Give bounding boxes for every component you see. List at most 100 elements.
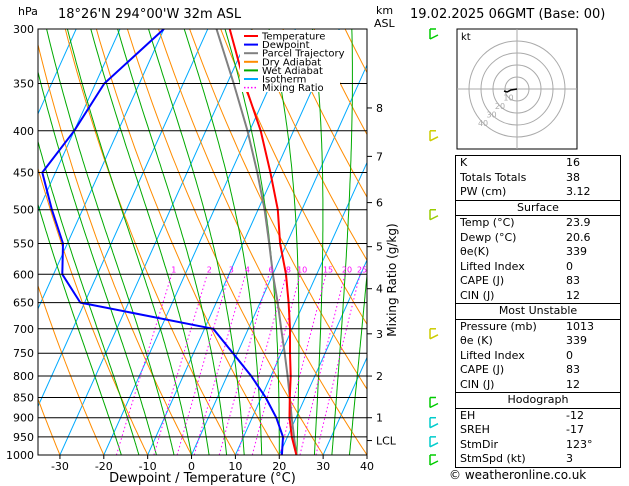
mixing-ratio-label: 15 bbox=[323, 265, 333, 274]
mu-label: Pressure (mb) bbox=[460, 319, 537, 333]
mu-label: Lifted Index bbox=[460, 348, 525, 362]
wet-adiabat-line bbox=[66, 29, 192, 455]
hodo-row: StmDir 123° bbox=[456, 438, 620, 453]
hodo-row: SREH -17 bbox=[456, 423, 620, 438]
km-tick-label: 4 bbox=[376, 283, 383, 296]
km-tick-label: 7 bbox=[376, 150, 383, 163]
isotherm-line bbox=[38, 29, 165, 310]
surface-value: 12 bbox=[566, 288, 580, 302]
hodograph-box: Hodograph EH -12 SREH -17 StmDir 123° StmSp… bbox=[456, 393, 620, 467]
surface-label: CAPE (J) bbox=[460, 274, 505, 287]
index-value: 3.12 bbox=[566, 185, 591, 198]
surface-label: Dewp (°C) bbox=[460, 230, 517, 244]
mixing-ratio-line bbox=[237, 274, 287, 455]
km-tick-label: 8 bbox=[376, 102, 383, 115]
mixing-ratio-line bbox=[153, 274, 208, 455]
surface-title: Surface bbox=[456, 201, 620, 216]
pressure-tick-label: 850 bbox=[13, 391, 34, 404]
indices-panel: K 16 Totals Totals 38 PW (cm) 3.12 Surface … bbox=[455, 155, 621, 468]
dry-adiabat-line bbox=[189, 29, 367, 391]
surface-label: Temp (°C) bbox=[460, 216, 515, 229]
isotherm-line bbox=[38, 29, 77, 116]
pressure-tick-label: 900 bbox=[13, 412, 34, 425]
surface-row: Dewp (°C) 20.6 bbox=[456, 231, 620, 246]
mixing-ratio-label: 4 bbox=[245, 265, 250, 274]
most-unstable-box: Most Unstable Pressure (mb) 1013 θe (K) 33… bbox=[456, 304, 620, 393]
index-label: K bbox=[460, 156, 468, 169]
hpa-label: hPa bbox=[18, 5, 38, 18]
index-row-tt: Totals Totals 38 bbox=[456, 171, 620, 186]
wet-adiabat-line bbox=[38, 69, 157, 455]
surface-value: 339 bbox=[566, 245, 587, 258]
isotherm-line bbox=[38, 29, 121, 213]
wet-adiabat-line bbox=[46, 29, 175, 455]
hodograph-ring-label: 40 bbox=[478, 119, 488, 128]
surface-value: 20.6 bbox=[566, 230, 591, 244]
index-label: Totals Totals bbox=[460, 170, 527, 184]
mixing-ratio-label: 6 bbox=[268, 265, 273, 274]
mixing-ratio-line bbox=[218, 274, 270, 455]
mixing-ratio-label: 20 bbox=[342, 265, 352, 274]
legend-label: Dewpoint bbox=[262, 40, 310, 51]
surface-label: Lifted Index bbox=[460, 259, 525, 273]
wet-adiabat-line bbox=[349, 269, 367, 455]
pressure-tick-label: 650 bbox=[13, 297, 34, 310]
legend-label: Parcel Trajectory bbox=[262, 49, 345, 60]
mu-row: CIN (J) 12 bbox=[456, 378, 620, 393]
km-tick-label: 6 bbox=[376, 197, 383, 210]
mixing-ratio-label: 3 bbox=[229, 265, 234, 274]
dry-adiabat-line bbox=[64, 29, 236, 455]
wind-barb bbox=[429, 328, 439, 340]
mixing-ratio-label: 25 bbox=[357, 265, 367, 274]
isotherm-line bbox=[322, 356, 367, 455]
pressure-tick-label: 500 bbox=[13, 204, 34, 217]
most-unstable-title: Most Unstable bbox=[456, 304, 620, 320]
index-row-k: K 16 bbox=[456, 156, 620, 171]
pressure-tick-label: 350 bbox=[13, 78, 34, 91]
mixing-ratio-axis-label: Mixing Ratio (g/kg) bbox=[385, 223, 399, 336]
surface-row: CIN (J) 12 bbox=[456, 289, 620, 304]
mixing-ratio-line bbox=[251, 274, 301, 455]
wet-adiabat-line bbox=[38, 139, 140, 455]
mu-value: 339 bbox=[566, 334, 587, 347]
mu-label: CIN (J) bbox=[460, 377, 495, 391]
mixing-ratio-label: 10 bbox=[297, 265, 307, 274]
mu-label: CAPE (J) bbox=[460, 363, 505, 376]
mu-value: 83 bbox=[566, 363, 580, 376]
wind-barb bbox=[429, 208, 439, 221]
mixing-ratio-label: 1 bbox=[171, 265, 176, 274]
wind-barb bbox=[429, 436, 439, 448]
dry-adiabat-line bbox=[220, 29, 367, 326]
mu-row: Lifted Index 0 bbox=[456, 349, 620, 364]
surface-label: CIN (J) bbox=[460, 288, 495, 302]
surface-row: θe(K) 339 bbox=[456, 245, 620, 260]
surface-box: Surface Temp (°C) 23.9 Dewp (°C) 20.6 θe(K… bbox=[456, 201, 620, 304]
pressure-tick-label: 800 bbox=[13, 370, 34, 383]
mu-row: CAPE (J) 83 bbox=[456, 363, 620, 378]
hodo-label: EH bbox=[460, 408, 476, 422]
pressure-tick-label: 750 bbox=[13, 347, 34, 360]
mixing-ratio-line bbox=[176, 274, 230, 455]
wind-barb bbox=[429, 130, 439, 142]
legend-label: Temperature bbox=[261, 32, 325, 43]
hodograph-ring-label: 20 bbox=[495, 102, 505, 111]
pressure-tick-label: 1000 bbox=[6, 449, 34, 462]
mu-row: θe (K) 339 bbox=[456, 334, 620, 349]
wet-adiabat-line bbox=[90, 29, 210, 455]
pressure-tick-label: 550 bbox=[13, 237, 34, 250]
hodograph-trace bbox=[503, 88, 518, 93]
dry-adiabat-line bbox=[282, 29, 367, 199]
hodo-label: StmSpd (kt) bbox=[460, 452, 526, 465]
mixing-ratio-line bbox=[193, 274, 246, 455]
mu-value: 12 bbox=[566, 377, 580, 391]
temp-tick-label: 20 bbox=[272, 460, 286, 473]
km-tick-label: 2 bbox=[376, 370, 383, 383]
km-tick-label: 1 bbox=[376, 412, 383, 425]
legend-label: Dry Adiabat bbox=[262, 57, 321, 68]
dry-adiabat-line bbox=[157, 29, 367, 455]
copyright-label: © weatheronline.co.uk bbox=[449, 468, 587, 482]
wind-barb bbox=[429, 396, 439, 409]
dry-adiabat-line bbox=[126, 29, 324, 455]
